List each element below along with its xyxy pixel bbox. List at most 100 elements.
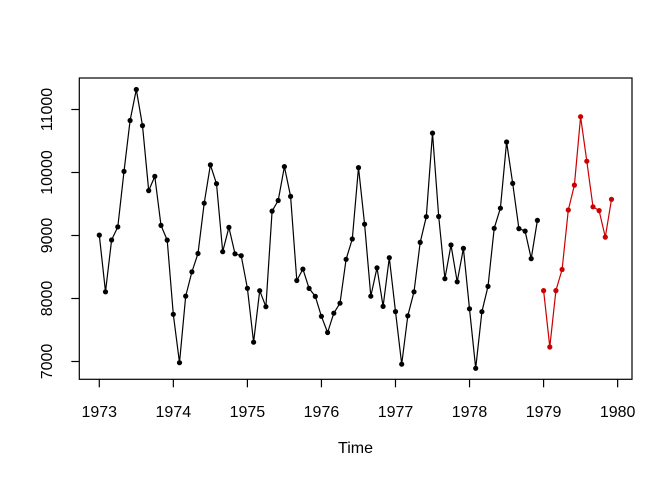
observed-data-point	[504, 139, 510, 145]
forecast-data-point	[584, 158, 590, 164]
observed-data-point	[300, 266, 306, 272]
observed-data-point	[331, 310, 337, 316]
observed-data-point	[392, 309, 399, 315]
observed-data-point	[522, 228, 528, 234]
observed-data-point	[516, 226, 522, 232]
observed-data-point	[176, 360, 183, 366]
forecast-data-point	[602, 234, 608, 240]
observed-data-point	[127, 117, 133, 124]
observed-series-line	[98, 88, 538, 369]
forecast-data-point	[590, 204, 596, 210]
plot-box	[78, 77, 633, 380]
observed-data-point	[436, 213, 442, 220]
observed-data-point	[423, 214, 429, 220]
observed-data-point	[281, 164, 287, 170]
forecast-data-point	[596, 208, 602, 214]
observed-data-point	[183, 293, 189, 299]
observed-data-point	[386, 255, 392, 261]
observed-data-point	[232, 251, 238, 257]
observed-data-point	[164, 237, 170, 243]
observed-data-point	[491, 225, 497, 231]
y-tick-label: 11000	[39, 88, 56, 131]
observed-data-point	[146, 188, 152, 194]
observed-data-point	[349, 236, 355, 242]
observed-data-point	[460, 245, 466, 251]
observed-data-point	[374, 265, 380, 271]
observed-data-point	[269, 208, 275, 214]
x-tick-label: 1978	[452, 404, 488, 421]
observed-data-point	[251, 339, 257, 345]
observed-data-point	[528, 256, 534, 262]
forecast-data-point	[578, 114, 584, 120]
observed-data-point	[473, 365, 479, 371]
observed-data-point	[429, 130, 436, 136]
forecast-data-point	[553, 288, 559, 294]
observed-data-point	[510, 180, 516, 186]
observed-data-point	[448, 242, 454, 248]
observed-data-point	[294, 277, 300, 284]
forecast-data-point	[565, 207, 571, 213]
observed-data-point	[306, 285, 312, 291]
observed-data-point	[497, 205, 503, 211]
observed-data-point	[152, 173, 158, 179]
y-tick-label: 7000	[39, 344, 56, 380]
observed-data-point	[312, 293, 318, 299]
observed-data-point	[139, 123, 146, 129]
x-axis-title: Time	[338, 440, 373, 457]
forecast-data-point	[559, 266, 565, 273]
observed-data-point	[201, 200, 207, 206]
observed-data-point	[411, 289, 417, 295]
observed-data-point	[325, 329, 331, 336]
observed-data-point	[115, 224, 121, 230]
forecast-data-point	[547, 344, 553, 350]
observed-data-point	[133, 86, 139, 93]
y-tick-label: 8000	[39, 281, 56, 317]
observed-data-point	[121, 168, 127, 174]
observed-data-point	[238, 253, 244, 259]
observed-data-point	[158, 222, 164, 228]
x-tick-label: 1976	[304, 404, 340, 421]
observed-data-point	[263, 304, 269, 310]
observed-data-point	[109, 237, 115, 243]
observed-data-point	[479, 309, 485, 315]
y-tick-label: 10000	[39, 150, 56, 195]
observed-data-point	[417, 239, 423, 245]
observed-data-point	[318, 313, 324, 319]
observed-data-point	[466, 306, 473, 312]
forecast-data-point	[571, 182, 578, 188]
observed-data-point	[355, 165, 362, 171]
observed-data-point	[195, 250, 201, 257]
observed-data-point	[368, 293, 374, 299]
observed-data-point	[170, 311, 176, 317]
forecast-data-point	[541, 288, 547, 294]
y-tick-label: 9000	[39, 218, 56, 254]
observed-data-point	[405, 313, 411, 319]
observed-data-point	[380, 303, 386, 309]
observed-data-point	[257, 288, 263, 294]
observed-data-point	[288, 193, 294, 199]
observed-data-point	[534, 217, 541, 223]
x-tick-label: 1975	[230, 404, 266, 421]
observed-data-point	[213, 181, 220, 187]
x-tick-label: 1973	[81, 404, 117, 421]
observed-data-point	[399, 361, 405, 367]
observed-data-point	[226, 224, 232, 230]
observed-data-point	[220, 249, 226, 255]
x-tick-label: 1974	[156, 404, 192, 421]
observed-data-point	[337, 300, 343, 306]
observed-data-point	[362, 221, 368, 227]
observed-data-point	[343, 256, 349, 262]
forecast-series-line	[543, 116, 613, 348]
forecast-data-point	[608, 196, 615, 202]
observed-data-point	[96, 232, 102, 238]
x-tick-label: 1977	[378, 404, 414, 421]
observed-data-point	[485, 283, 491, 289]
x-tick-label: 1979	[526, 404, 562, 421]
observed-data-point	[442, 276, 448, 282]
observed-data-point	[102, 289, 109, 295]
observed-data-point	[244, 285, 250, 291]
observed-data-point	[207, 162, 213, 168]
observed-data-point	[189, 269, 195, 275]
